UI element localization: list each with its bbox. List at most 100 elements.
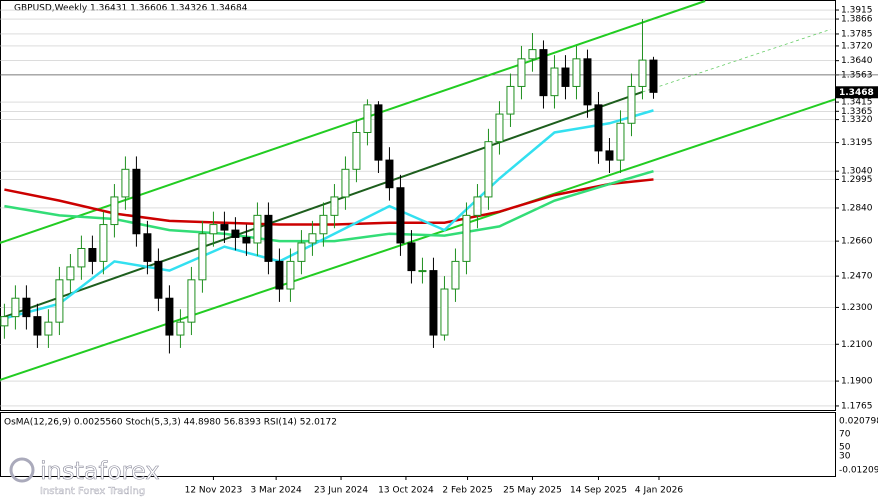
candle-body <box>209 224 218 235</box>
candle-body <box>99 224 108 262</box>
x-tick-label: 13 Oct 2024 <box>378 486 434 496</box>
candle-body <box>517 58 526 87</box>
y-tick-label: 1.2100 <box>841 340 873 350</box>
candle-body <box>605 150 614 161</box>
y-tick-label: 1.1900 <box>841 377 873 387</box>
candle-body <box>572 58 581 87</box>
candle-body <box>407 242 416 272</box>
candle-body <box>264 214 273 262</box>
candle-body <box>649 59 658 93</box>
brand: instaforex <box>40 457 160 485</box>
candle-body <box>462 214 471 262</box>
y-tick-label: 1.3415 <box>841 98 873 108</box>
candle-body <box>561 67 570 87</box>
x-tick-label: 12 Nov 2023 <box>185 486 243 496</box>
candle-body <box>121 168 130 198</box>
candle-body <box>352 131 361 170</box>
candle-body <box>110 196 119 226</box>
candle-body <box>154 260 163 299</box>
candle-body <box>429 270 438 336</box>
candle-body <box>451 260 460 290</box>
y-tick-label: 1.2300 <box>841 303 873 313</box>
x-tick-label: 2 Feb 2025 <box>442 486 492 496</box>
x-tick-label: 3 Mar 2024 <box>250 486 302 496</box>
candle-body <box>550 67 559 97</box>
y-tick-label: 1.3563 <box>841 70 873 80</box>
candle-body <box>231 229 240 238</box>
candle-body <box>539 49 548 97</box>
y-tick-label: 1.2995 <box>841 175 873 185</box>
indicator-panel <box>0 412 836 477</box>
y-tick-label: 1.3640 <box>841 56 873 66</box>
trendline <box>0 98 836 381</box>
candle-body <box>33 316 42 336</box>
y-tick-label: 1.2470 <box>841 272 873 282</box>
indicator-axis-label: 30 <box>839 452 851 462</box>
candle-body <box>308 233 317 244</box>
indicator-axis-label: -0.01209 <box>839 466 878 476</box>
y-tick-label: 1.3195 <box>841 138 873 148</box>
last-price-label: 1.3468 <box>839 88 874 98</box>
moving-average <box>4 109 654 320</box>
candle-body <box>66 266 75 281</box>
indicator-axis-label: 0.020798 <box>839 417 878 427</box>
candle-body <box>165 297 174 336</box>
y-tick-label: 1.3720 <box>841 41 873 51</box>
candle-body <box>473 196 482 216</box>
candle-body <box>330 196 339 216</box>
candle-body <box>594 104 603 152</box>
candle-body <box>176 321 185 336</box>
candle-body <box>495 113 504 143</box>
chart-title: GBPUSD,Weekly 1.36431 1.36606 1.34326 1.… <box>14 4 248 14</box>
logo-icon <box>9 457 35 483</box>
y-tick-label: 1.1765 <box>841 401 873 411</box>
candle-body <box>253 214 262 244</box>
candle-body <box>0 316 9 327</box>
candle-body <box>363 104 372 133</box>
candle-body <box>341 168 350 198</box>
candle-body <box>242 236 251 244</box>
indicator-axis-label: 50 <box>839 443 851 453</box>
candle-body <box>638 59 647 87</box>
candle-body <box>44 321 53 336</box>
candle-body <box>506 85 515 115</box>
candle-body <box>22 297 31 318</box>
candle-body <box>77 247 86 268</box>
candle-body <box>528 49 537 60</box>
candle-body <box>55 279 64 323</box>
candle-body <box>143 233 152 262</box>
candle-body <box>187 279 196 323</box>
brand-sub: Instant Forex Trading <box>40 486 145 497</box>
y-tick-label: 1.3365 <box>841 107 873 117</box>
y-tick-label: 1.3040 <box>841 167 873 177</box>
candle-body <box>286 260 295 290</box>
candle-body <box>275 260 284 290</box>
x-tick-label: 4 Jan 2026 <box>635 486 683 496</box>
y-tick-label: 1.3915 <box>841 6 873 16</box>
main-panel <box>0 0 836 411</box>
candle-body <box>385 159 394 189</box>
candle-body <box>11 297 20 318</box>
y-tick-label: 1.3785 <box>841 29 873 39</box>
indicator-label: OsMA(12,26,9) 0.0025560 Stoch(5,3,3) 44.… <box>4 418 337 428</box>
candle-body <box>220 224 229 231</box>
candle-body <box>627 85 636 124</box>
x-tick-label: 23 Jun 2024 <box>314 486 368 496</box>
candle-body <box>616 122 625 161</box>
candle-body <box>396 187 405 244</box>
last-price-box <box>836 86 878 99</box>
indicator-axis-label: 70 <box>839 430 851 440</box>
candle-body <box>374 104 383 161</box>
y-tick-label: 1.2660 <box>841 237 873 247</box>
y-tick-label: 1.2840 <box>841 203 873 213</box>
y-tick-label: 1.3320 <box>841 115 873 125</box>
candle-body <box>440 288 449 336</box>
candle-body <box>297 242 306 262</box>
candle-body <box>484 141 493 198</box>
y-tick-label: 1.3866 <box>841 15 873 25</box>
candle-body <box>198 233 207 281</box>
x-tick-label: 14 Sep 2025 <box>570 486 627 496</box>
candle-body <box>583 58 592 106</box>
